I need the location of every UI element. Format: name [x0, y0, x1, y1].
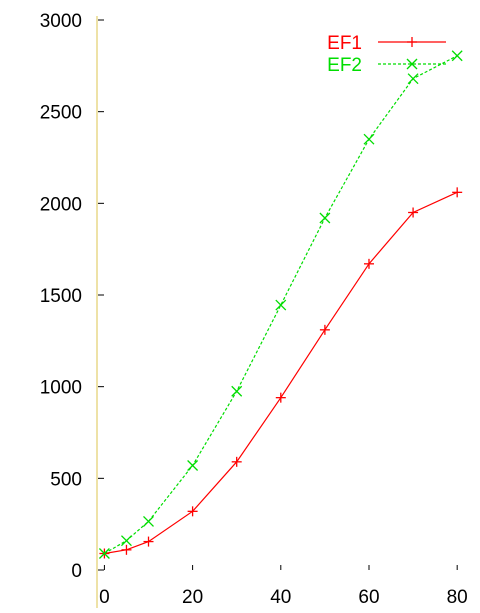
legend-label-ef2: EF2	[327, 55, 362, 76]
marker-stroke	[406, 58, 418, 70]
data-point-ef2	[363, 133, 375, 145]
data-point-ef1	[452, 187, 463, 198]
data-point-ef2	[275, 299, 287, 311]
series-line-ef2	[104, 55, 458, 555]
data-point-ef2	[407, 73, 419, 85]
x-tick-label: 60	[358, 587, 379, 608]
x-tick-label: 0	[99, 587, 110, 608]
data-point-ef1	[363, 258, 374, 269]
data-point-ef1	[231, 456, 242, 467]
marker-stroke	[319, 212, 331, 224]
data-point-ef1	[121, 544, 132, 555]
marker-stroke	[275, 299, 287, 311]
series-group	[98, 50, 463, 559]
x-tick-label: 80	[447, 587, 468, 608]
data-point-ef2	[98, 548, 110, 559]
marker-stroke	[407, 73, 419, 85]
data-point-ef2	[231, 385, 243, 397]
y-tick-label: 1000	[40, 378, 82, 399]
y-tick-label: 2500	[40, 103, 82, 124]
marker-stroke	[363, 133, 375, 145]
x-tick-label: 40	[270, 587, 291, 608]
data-point-ef1	[187, 506, 198, 517]
marker-stroke	[231, 385, 243, 397]
marker-stroke	[451, 50, 463, 62]
data-point-ef2	[451, 50, 463, 62]
y-tick-label: 3000	[40, 11, 82, 32]
y-tick-label: 0	[71, 561, 82, 582]
data-point-ef2	[120, 535, 132, 547]
legend-marker-ef1	[407, 37, 417, 47]
marker-stroke	[143, 515, 154, 527]
data-point-ef2	[319, 212, 331, 224]
x-tick-label: 20	[182, 587, 203, 608]
y-tick-label: 1500	[40, 286, 82, 307]
y-tick-label: 2000	[40, 194, 82, 215]
data-point-ef1	[275, 392, 286, 403]
axes-group: 0 500 1000 1500 2000 2500 3000 0 20 40 60 80	[40, 11, 468, 608]
data-point-ef1	[319, 324, 330, 335]
y-tick-label: 500	[50, 469, 82, 490]
data-point-ef1	[143, 536, 154, 547]
data-point-ef1	[408, 207, 419, 218]
marker-stroke	[120, 535, 132, 547]
data-point-ef2	[187, 460, 199, 471]
legend-marker-ef2	[406, 58, 418, 70]
marker-stroke	[187, 460, 199, 471]
data-point-ef2	[143, 515, 154, 527]
marker-stroke	[98, 548, 110, 559]
series-line-ef1	[104, 191, 458, 555]
legend-label-ef1: EF1	[327, 33, 362, 54]
